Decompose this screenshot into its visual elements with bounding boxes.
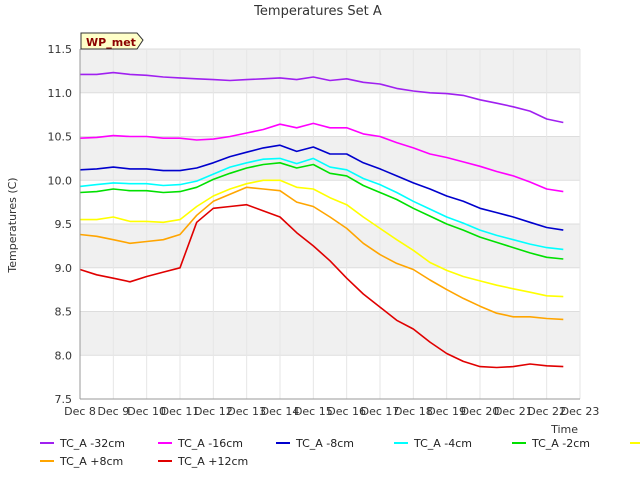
y-tick-label: 11.0	[48, 87, 73, 100]
y-tick-label: 10.5	[48, 131, 73, 144]
x-tick-label: Dec 9	[97, 405, 129, 418]
series-line-3	[79, 144, 564, 231]
legend-label: TC_A +12cm	[177, 455, 248, 468]
x-tick-label: Dec 21	[494, 405, 533, 418]
y-axis-label: Temperatures (C)	[6, 177, 19, 273]
legend-item: TC_A -32cm	[40, 437, 125, 450]
legend-label: TC_A -16cm	[177, 437, 243, 450]
legend-label: TC_A -32cm	[59, 437, 125, 450]
x-tick-label: Dec 14	[261, 405, 300, 418]
x-tick-label: Dec 22	[527, 405, 566, 418]
series-line-1	[80, 71, 564, 124]
series-layer	[79, 71, 564, 369]
series-line-2	[79, 122, 564, 193]
x-tick-label: Dec 8	[64, 405, 96, 418]
series-line-4	[79, 157, 564, 251]
series-line-5	[79, 162, 564, 260]
badge-label: WP_met	[86, 36, 136, 49]
x-tick-label: Dec 15	[294, 405, 333, 418]
legend-label: TC_A +8cm	[59, 455, 123, 468]
x-tick-label: Dec 12	[194, 405, 233, 418]
x-axis-label: Time	[550, 423, 578, 436]
legend-item: TC_A +12cm	[158, 455, 248, 468]
y-tick-label: 7.5	[55, 393, 73, 406]
x-tick-label: Dec 10	[127, 405, 166, 418]
series-line-8	[79, 203, 564, 369]
badge-shape	[80, 32, 144, 50]
legend-label: TC_A -8cm	[295, 437, 354, 450]
legend-label: TC_A -2cm	[531, 437, 590, 450]
x-tick-label: Dec 19	[427, 405, 466, 418]
wp-met-badge: WP_met	[80, 32, 144, 50]
x-tick-label: Dec 16	[327, 405, 366, 418]
legend-item: TC_A -2cm	[512, 437, 590, 450]
plot-band	[80, 49, 580, 93]
legend-item: TC_A +4cm	[630, 442, 640, 444]
legend-item: TC_A +8cm	[40, 455, 123, 468]
x-tick-label: Dec 17	[361, 405, 400, 418]
legend-item: TC_A -8cm	[276, 437, 354, 450]
y-tick-label: 8.0	[55, 349, 73, 362]
x-tick-label: Dec 23	[561, 405, 600, 418]
y-tick-label: 9.5	[55, 218, 73, 231]
series-line-7	[79, 186, 564, 321]
x-tick-label: Dec 13	[227, 405, 266, 418]
legend-item: TC_A -4cm	[394, 437, 472, 450]
legend: TC_A -32cm TC_A -16cm TC_A -8cm TC_A -4cm TC…	[40, 437, 640, 468]
legend-item: TC_A -16cm	[158, 437, 243, 450]
y-tick-label: 8.5	[55, 306, 73, 319]
plot-band	[80, 311, 580, 356]
y-tick-label: 10.0	[48, 174, 73, 187]
legend-label: TC_A -4cm	[413, 437, 472, 450]
x-tick-label: Dec 11	[161, 405, 200, 418]
x-tick-label: Dec 20	[461, 405, 500, 418]
series-line-6	[80, 179, 564, 298]
chart-title: Temperatures Set A	[253, 4, 382, 19]
y-tick-label: 11.5	[48, 43, 73, 56]
x-tick-label: Dec 18	[394, 405, 433, 418]
y-tick-label: 9.0	[55, 262, 73, 275]
